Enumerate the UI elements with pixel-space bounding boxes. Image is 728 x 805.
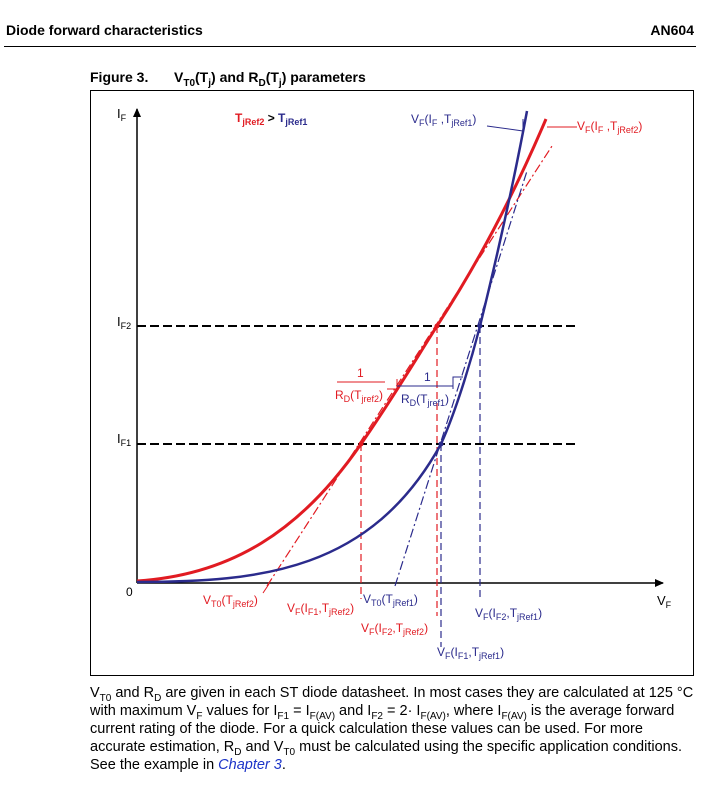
vt0-red-leader — [262, 583, 270, 594]
diode-characteristics-diagram: IF VF 0 IF2 IF1 TjRef2 > TjRef1 VF(IF ,T… — [117, 106, 672, 661]
red-curve-tjref2 — [136, 118, 548, 583]
figure-frame: IF VF 0 IF2 IF1 TjRef2 > TjRef1 VF(IF ,T… — [90, 90, 694, 676]
vt0-red-label: VT0(TjRef2) — [203, 593, 258, 609]
vf-if2-red-label: VF(IF2,TjRef2) — [361, 621, 428, 637]
red-if1-point — [358, 441, 364, 447]
vf-curve-ref2-label: VF(IF ,TjRef2) — [577, 119, 642, 135]
rd-red-denominator: RD(Tjref2) — [335, 388, 383, 404]
blue-tangent-line — [394, 170, 528, 587]
figure-number: Figure 3. — [90, 69, 149, 85]
rd-blue-denominator: RD(Tjref1) — [401, 392, 449, 408]
rd-red-numerator: 1 — [357, 366, 364, 380]
vf-curve-ref1-label: VF(IF ,TjRef1) — [411, 112, 476, 128]
blue-if2-point — [477, 323, 483, 329]
rd-blue-numerator: 1 — [424, 370, 431, 384]
y-axis-label: IF — [117, 106, 127, 123]
figure-caption: Figure 3. VT0(Tj) and RD(Tj) parameters — [90, 69, 366, 89]
document-code: AN604 — [650, 22, 694, 38]
blue-curve-tjref1 — [136, 110, 529, 584]
if1-label: IF1 — [117, 431, 131, 448]
legend-temperature: TjRef2 > TjRef1 — [235, 111, 307, 127]
chapter-3-link[interactable]: Chapter 3 — [218, 757, 282, 773]
blue-if1-point — [438, 441, 444, 447]
figure-title: VT0(Tj) and RD(Tj) parameters — [174, 69, 366, 89]
red-if2-point — [434, 323, 440, 329]
rd-blue-slope-triangle — [452, 376, 463, 389]
vf-if1-blue-label: VF(IF1,TjRef1) — [437, 645, 504, 661]
body-paragraph: VT0 and RD are given in each ST diode da… — [90, 685, 694, 773]
x-axis-label: VF — [657, 593, 672, 610]
if2-label: IF2 — [117, 314, 131, 331]
vf-ref1-leader — [486, 125, 524, 132]
vt0-blue-label: VT0(TjRef1) — [363, 592, 418, 608]
vf-if2-blue-label: VF(IF2,TjRef1) — [475, 606, 542, 622]
vf-if1-red-label: VF(IF1,TjRef2) — [287, 601, 354, 617]
header-rule — [4, 46, 696, 47]
header-title: Diode forward characteristics — [6, 22, 203, 38]
rd-red-slope-triangle — [387, 379, 398, 390]
red-tangent-line — [266, 145, 553, 587]
origin-label: 0 — [126, 585, 133, 599]
